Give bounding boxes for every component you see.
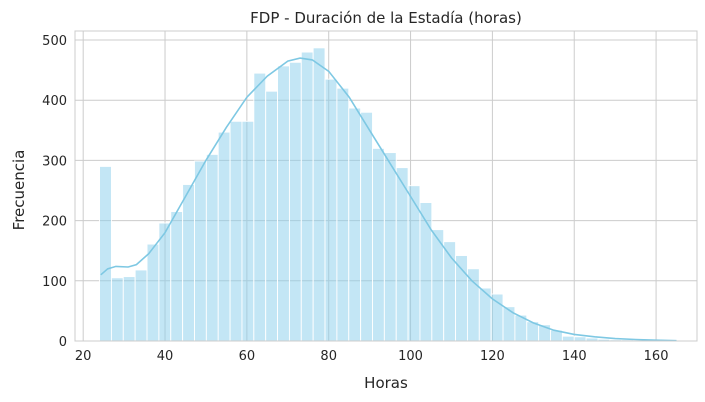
histogram-bar (431, 229, 445, 342)
histogram-bar (229, 120, 243, 342)
histogram-bar (372, 147, 385, 342)
histogram-bar (217, 131, 231, 342)
histogram-bar (265, 90, 279, 342)
histogram-bar (110, 277, 124, 342)
kde-curve (100, 57, 677, 342)
x-tick-label: 120 (480, 349, 505, 364)
plot-frame (74, 30, 698, 342)
histogram-bar (300, 51, 314, 342)
x-axis-label: Horas (364, 374, 408, 392)
histogram-bar (466, 268, 480, 342)
x-axis-ticks: 20 40 60 80 100 120 140 160 (75, 349, 669, 364)
chart-title: FDP - Duración de la Estadía (horas) (250, 9, 522, 27)
histogram-bars (99, 47, 682, 342)
histogram-bar (348, 107, 362, 342)
x-tick-label: 40 (157, 349, 174, 364)
histogram-bar (122, 276, 136, 342)
histogram-bar (312, 47, 326, 342)
histogram-bar (241, 120, 255, 342)
histogram-bar (134, 269, 148, 342)
histogram-bar (419, 202, 433, 342)
y-tick-label: 400 (42, 94, 67, 109)
histogram-bar (336, 87, 350, 342)
histogram-bar (253, 72, 267, 342)
histogram-bar (158, 222, 172, 342)
histogram-bar (170, 211, 184, 342)
histogram-bar (324, 78, 338, 342)
y-axis-ticks: 0 100 200 300 400 500 (42, 34, 67, 350)
x-tick-label: 160 (644, 349, 669, 364)
histogram-bar (194, 160, 207, 342)
x-tick-label: 100 (398, 349, 423, 364)
x-tick-label: 60 (239, 349, 256, 364)
y-tick-label: 0 (59, 335, 67, 350)
histogram-bar (573, 336, 587, 342)
x-tick-label: 80 (320, 349, 337, 364)
y-tick-label: 200 (42, 215, 67, 230)
histogram-bar (146, 243, 160, 342)
histogram-bar (502, 306, 516, 342)
y-tick-label: 100 (42, 275, 67, 290)
histogram-bar (395, 167, 409, 342)
y-tick-label: 300 (42, 154, 67, 169)
histogram-bar (383, 152, 397, 342)
histogram-bar (277, 65, 290, 342)
histogram-bar (490, 293, 504, 342)
histogram-bar (182, 184, 195, 342)
x-tick-label: 20 (75, 349, 92, 364)
histogram-bar (205, 153, 219, 342)
y-axis-label: Frecuencia (10, 150, 28, 231)
histogram-bar (360, 111, 373, 342)
histogram-bar (99, 165, 112, 342)
histogram-bar (288, 61, 302, 342)
y-tick-label: 500 (42, 34, 67, 49)
histogram-bar (561, 335, 575, 342)
x-tick-label: 140 (562, 349, 587, 364)
